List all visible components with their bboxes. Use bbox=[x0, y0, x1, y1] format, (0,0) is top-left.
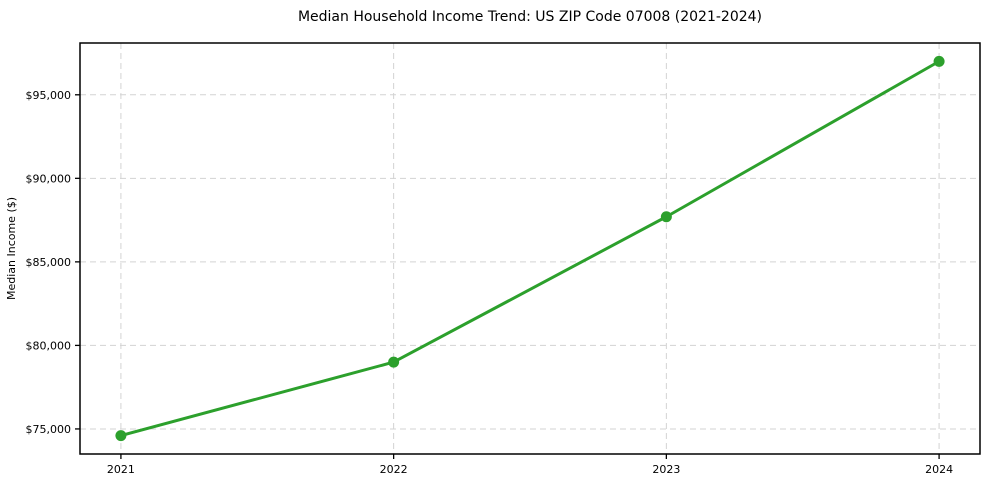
data-point bbox=[660, 211, 672, 223]
plot-border bbox=[79, 42, 981, 455]
x-tick-label: 2022 bbox=[380, 463, 408, 476]
y-tick-label: $90,000 bbox=[26, 172, 72, 185]
y-tick-label: $80,000 bbox=[26, 339, 72, 352]
x-tick-label: 2024 bbox=[925, 463, 953, 476]
grid-layer bbox=[80, 43, 980, 454]
series-layer bbox=[115, 55, 945, 442]
x-tick-label: 2023 bbox=[652, 463, 680, 476]
axes-layer: $75,000 $80,000 $85,000 $90,000 $95,000 2021 2… bbox=[26, 42, 981, 476]
y-tick-label: $95,000 bbox=[26, 89, 72, 102]
y-tick-label: $85,000 bbox=[26, 256, 72, 269]
y-tick-label: $75,000 bbox=[26, 423, 72, 436]
data-point bbox=[388, 356, 400, 368]
x-tick-label: 2021 bbox=[107, 463, 135, 476]
chart-title: Median Household Income Trend: US ZIP Co… bbox=[298, 9, 762, 25]
data-point bbox=[115, 430, 127, 442]
data-point bbox=[933, 55, 945, 67]
trend-line bbox=[119, 59, 941, 438]
y-axis-label: Median Income ($) bbox=[5, 197, 18, 300]
